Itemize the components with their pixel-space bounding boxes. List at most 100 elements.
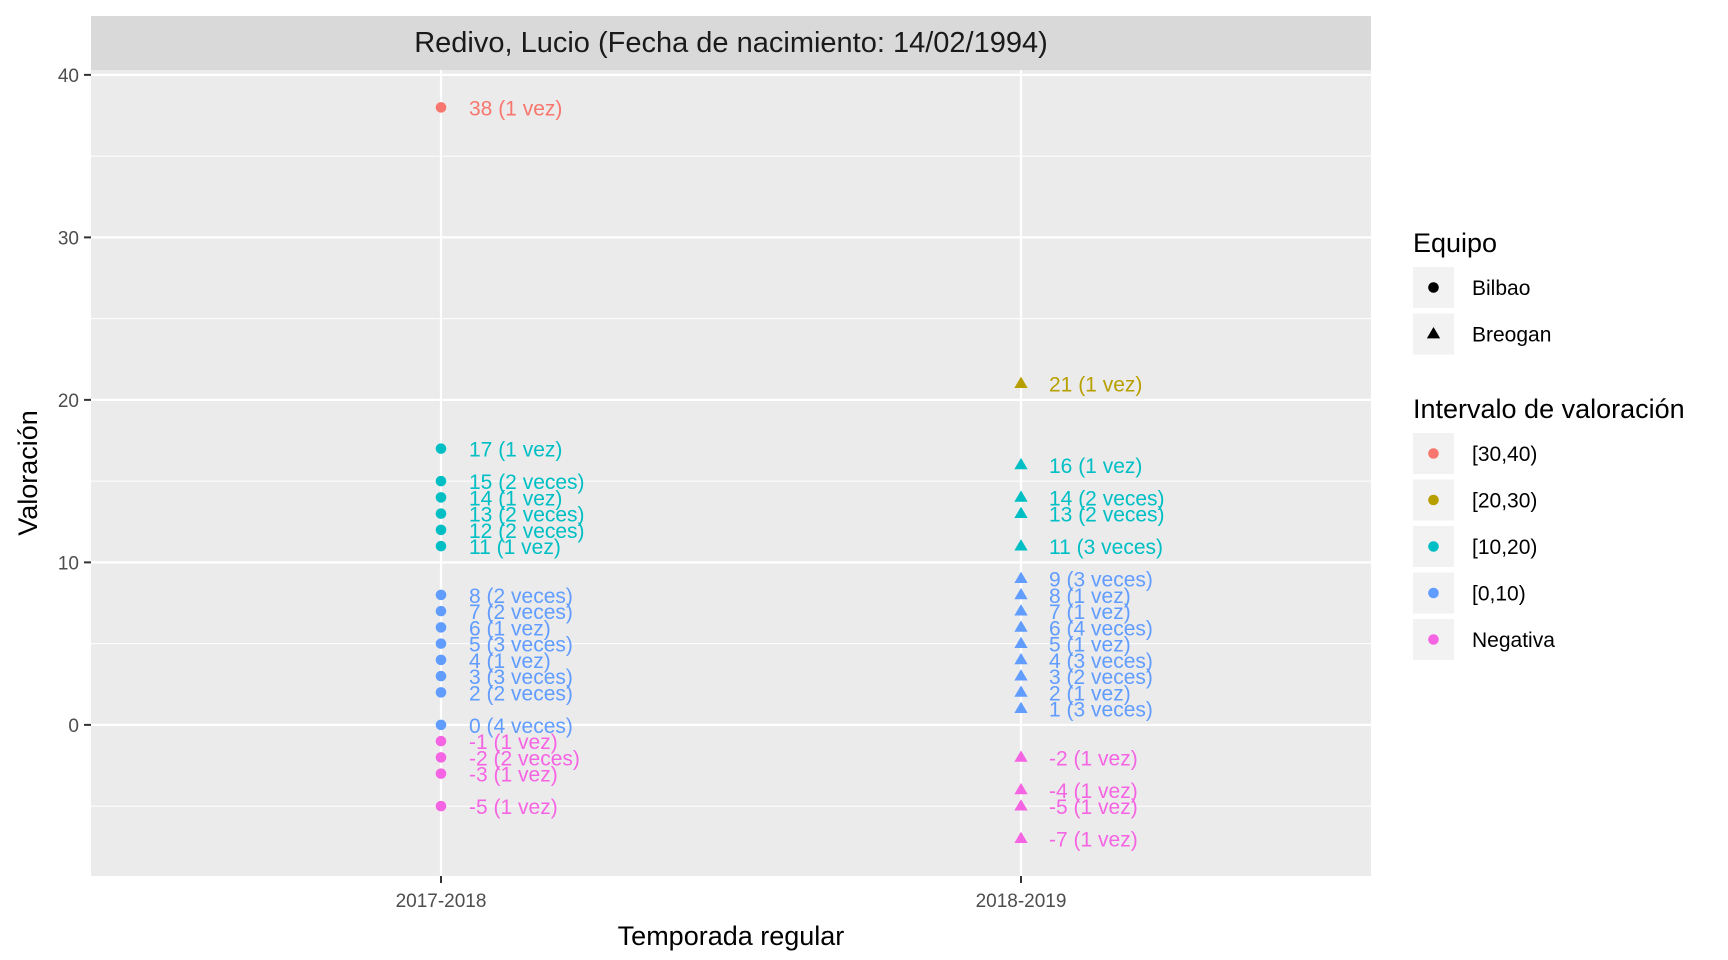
legend-label: [20,30) (1472, 490, 1537, 513)
data-label: 2 (1 vez) (1049, 682, 1131, 705)
x-axis-title: Temporada regular (618, 921, 845, 951)
legend-key-shape (1426, 327, 1441, 339)
legend-label: [30,40) (1472, 443, 1537, 466)
legend-title: Equipo (1413, 228, 1497, 258)
data-label: 15 (2 veces) (469, 471, 585, 494)
x-axis: 2017-2018 2018-2019 (396, 876, 1067, 912)
data-label: -7 (1 vez) (1049, 829, 1138, 852)
data-point (1014, 490, 1028, 502)
data-label: 2 (2 veces) (469, 682, 573, 705)
legend: Equipo Bilbao Breogan Intervalo de valoraci… (1413, 228, 1685, 660)
major-gridlines (91, 70, 1371, 876)
x-tick-label: 2018-2019 (976, 891, 1067, 912)
data-point (435, 719, 447, 731)
legend-key-shape (1428, 282, 1439, 293)
data-labels: 38 (1 vez) 17 (1 vez) 15 (2 veces)14 (1 ve… (469, 97, 1165, 851)
data-point (435, 654, 447, 666)
data-point (435, 735, 447, 747)
data-point (1014, 457, 1028, 470)
data-label: 12 (2 veces) (469, 520, 585, 543)
legend-label: Breogan (1472, 324, 1551, 347)
data-point (435, 589, 447, 601)
data-label: 17 (1 vez) (469, 439, 562, 462)
data-label: 5 (1 vez) (1049, 634, 1131, 657)
legend-label: [10,20) (1472, 536, 1537, 559)
data-point (1014, 506, 1028, 518)
x-tick-label: 2017-2018 (396, 891, 487, 912)
data-label: 0 (4 veces) (469, 715, 573, 738)
data-point (435, 540, 447, 552)
data-point (435, 475, 447, 487)
data-point (435, 687, 447, 698)
y-tick-label: 0 (68, 716, 79, 737)
data-point (1014, 831, 1028, 843)
data-point (1014, 701, 1028, 713)
data-point (435, 768, 447, 779)
data-label: 38 (1 vez) (469, 97, 562, 120)
data-point (1014, 604, 1028, 616)
data-label: 9 (3 veces) (1049, 569, 1153, 592)
data-label: 14 (1 vez) (469, 487, 562, 510)
data-label: -4 (1 vez) (1049, 780, 1138, 803)
data-label: 6 (1 vez) (469, 617, 551, 640)
data-label: 8 (1 vez) (1049, 585, 1131, 608)
y-axis: 0 10 20 30 40 (58, 66, 91, 737)
data-point (1014, 799, 1028, 811)
data-point (1014, 685, 1028, 697)
data-label: 8 (2 veces) (469, 585, 573, 608)
data-label: 5 (3 veces) (469, 634, 573, 657)
legend-label: Bilbao (1472, 277, 1530, 300)
data-point (435, 605, 447, 617)
data-points (435, 102, 1028, 843)
data-label: 7 (2 veces) (469, 601, 573, 624)
data-point (1014, 539, 1028, 551)
data-point (435, 102, 447, 113)
data-label: -2 (2 veces) (469, 747, 580, 770)
minor-gridlines (91, 155, 1371, 807)
data-point (1014, 652, 1028, 665)
legend-key-swatch (1428, 494, 1439, 506)
data-label: 13 (2 veces) (1049, 504, 1165, 527)
data-label: 3 (3 veces) (469, 666, 573, 689)
data-point (1014, 571, 1028, 583)
chart-title: Redivo, Lucio (Fecha de nacimiento: 14/0… (414, 27, 1048, 59)
data-point (435, 622, 447, 633)
data-label: 7 (1 vez) (1049, 601, 1131, 624)
y-tick-label: 10 (58, 553, 79, 574)
legend-label: Negativa (1472, 629, 1555, 652)
legend-label: [0,10) (1472, 583, 1526, 606)
data-point (435, 492, 447, 503)
y-tick-label: 40 (58, 66, 79, 87)
data-point (435, 443, 447, 454)
data-point (435, 638, 447, 649)
data-point (1014, 669, 1028, 681)
data-point (435, 670, 447, 682)
data-point (435, 508, 447, 519)
y-tick-label: 30 (58, 228, 79, 249)
data-label: 21 (1 vez) (1049, 374, 1142, 397)
data-point (1014, 587, 1028, 600)
data-point (435, 800, 447, 812)
data-label: 13 (2 veces) (469, 504, 585, 527)
data-label: 6 (4 veces) (1049, 617, 1153, 640)
y-axis-title: Valoración (13, 410, 43, 536)
data-label: 14 (2 veces) (1049, 487, 1165, 510)
data-label: 3 (2 veces) (1049, 666, 1153, 689)
legend-title: Intervalo de valoración (1413, 394, 1685, 424)
data-point (1014, 376, 1028, 388)
data-label: 1 (3 veces) (1049, 699, 1153, 722)
facet-strip (91, 16, 1371, 70)
data-label: 4 (3 veces) (1049, 650, 1153, 673)
data-label: 11 (1 vez) (469, 536, 561, 559)
data-label: 11 (3 veces) (1049, 536, 1163, 559)
data-point (1014, 750, 1028, 762)
data-point (1014, 636, 1028, 648)
data-point (1014, 782, 1028, 795)
data-point (435, 752, 447, 763)
data-point (435, 524, 447, 536)
legend-key-swatch (1428, 541, 1439, 552)
data-point (1014, 620, 1028, 632)
data-label: 16 (1 vez) (1049, 455, 1142, 478)
plot-panel (91, 70, 1371, 876)
